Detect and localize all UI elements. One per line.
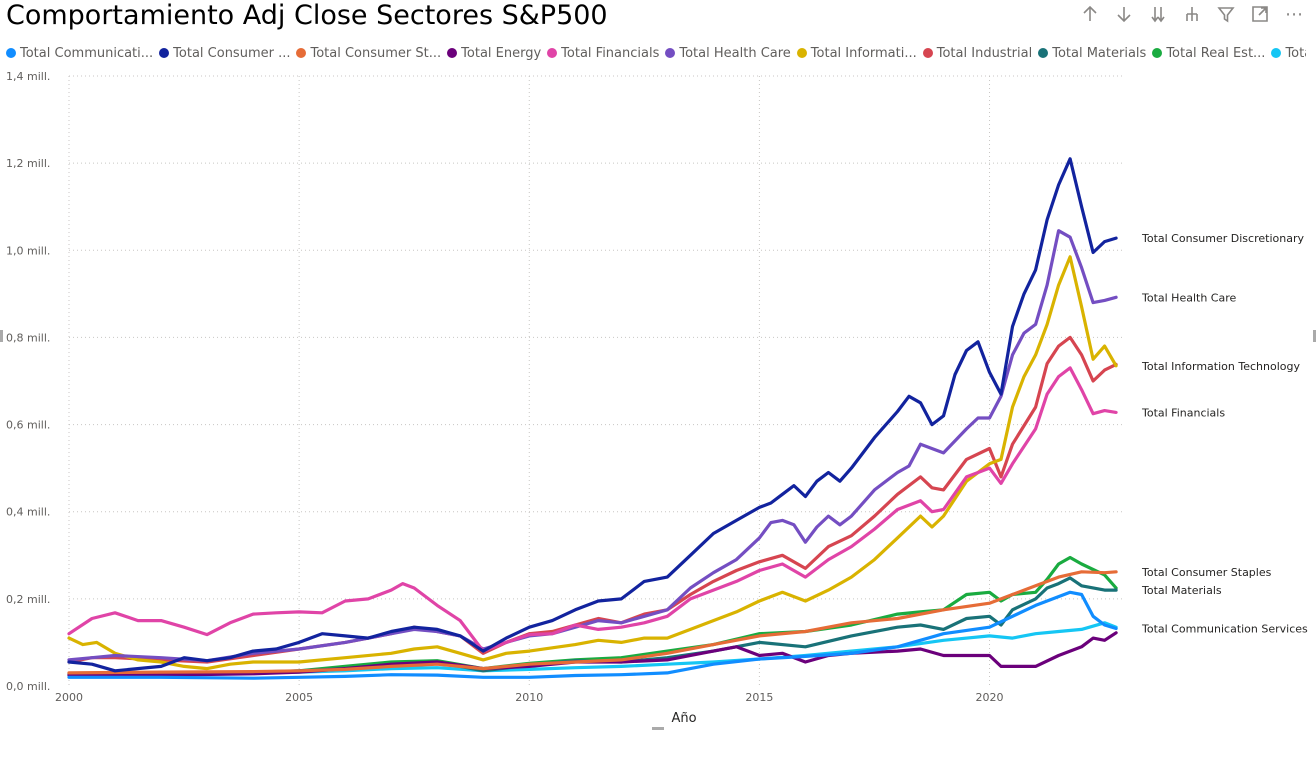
x-tick-label: 2020: [976, 691, 1004, 704]
series-end-label: Total Materials: [1141, 584, 1222, 597]
legend-marker: [296, 48, 307, 58]
series-line[interactable]: [67, 590, 1118, 680]
more-options-icon[interactable]: ⋯: [1285, 3, 1303, 25]
y-tick-label: 0,6 mill.: [6, 419, 50, 432]
y-tick-label: 1,2 mill.: [6, 157, 50, 170]
legend-label: Total Energy: [461, 45, 542, 61]
series-line[interactable]: [67, 366, 1118, 653]
resize-handle-left[interactable]: [0, 330, 3, 342]
legend-item[interactable]: Total Industrial: [922, 44, 1033, 62]
legend-label: Total Utilities: [1285, 45, 1306, 61]
y-tick-label: 0,4 mill.: [6, 506, 50, 519]
expand-hierarchy-icon[interactable]: [1180, 2, 1204, 26]
legend-item[interactable]: Total Communicati...: [6, 44, 153, 62]
double-arrow-down-icon[interactable]: [1146, 2, 1170, 26]
legend-item[interactable]: Total Materials: [1038, 44, 1146, 62]
y-tick-label: 1,0 mill.: [6, 244, 50, 257]
x-tick-label: 2005: [285, 691, 313, 704]
legend-label: Total Informati...: [810, 45, 917, 61]
legend-marker: [796, 48, 807, 58]
y-tick-label: 1,4 mill.: [6, 70, 50, 83]
legend-item[interactable]: Total Consumer ...: [159, 44, 290, 62]
series-end-label: Total Health Care: [1141, 291, 1237, 304]
end-labels: Total Consumer Discretionary Total Health…: [1141, 232, 1308, 635]
legend-label: Total Real Est...: [1166, 45, 1266, 61]
series-end-label: Total Financials: [1141, 406, 1225, 419]
y-axis: 0,0 mill. 0,2 mill. 0,4 mill. 0,6 mill. 0,8 …: [6, 70, 50, 693]
legend-marker: [1271, 48, 1282, 58]
legend-marker: [447, 48, 458, 58]
series-line[interactable]: [67, 255, 1118, 671]
legend-label: Total Consumer ...: [173, 45, 291, 61]
legend-marker: [547, 48, 558, 58]
series-end-label: Total Consumer Staples: [1141, 566, 1272, 579]
x-axis: 2000 2005 2010 2015 2020: [55, 691, 1004, 704]
legend-marker: [922, 48, 933, 58]
series-line[interactable]: [67, 157, 1118, 673]
legend-marker: [665, 48, 676, 58]
arrow-up-icon[interactable]: [1078, 2, 1102, 26]
arrow-down-icon[interactable]: [1112, 2, 1136, 26]
x-tick-label: 2010: [515, 691, 543, 704]
legend-label: Total Materials: [1052, 45, 1147, 61]
legend-item[interactable]: Total Consumer St...: [296, 44, 441, 62]
legend-label: Total Industrial: [936, 45, 1033, 61]
chart-legend: Total Communicati... Total Consumer ... To…: [6, 44, 1306, 62]
legend-item[interactable]: Total Energy: [447, 44, 541, 62]
legend-marker: [159, 48, 170, 58]
series-end-label: Total Communication Services: [1141, 622, 1308, 635]
x-axis-title: Año: [671, 711, 696, 726]
legend-item[interactable]: Total Financials: [547, 44, 659, 62]
chart-title: Comportamiento Adj Close Sectores S&P500: [6, 0, 608, 31]
legend-label: Total Communicati...: [20, 45, 154, 61]
x-tick-label: 2000: [55, 691, 83, 704]
series-line[interactable]: [67, 631, 1118, 677]
legend-label: Total Financials: [561, 45, 660, 61]
series-lines: [67, 157, 1118, 680]
y-tick-label: 0,0 mill.: [6, 680, 50, 693]
legend-item[interactable]: Total Real Est...: [1152, 44, 1265, 62]
legend-marker: [1152, 48, 1163, 58]
focus-mode-icon[interactable]: [1248, 2, 1272, 26]
y-tick-label: 0,2 mill.: [6, 593, 50, 606]
resize-handle-bottom[interactable]: [652, 727, 664, 730]
resize-handle-right[interactable]: [1313, 330, 1316, 342]
legend-marker: [6, 48, 16, 58]
legend-item[interactable]: Total Utilities: [1271, 44, 1306, 62]
legend-marker: [1038, 48, 1049, 58]
legend-label: Total Health Care: [679, 45, 791, 61]
gridlines: [68, 75, 1123, 686]
filter-icon[interactable]: [1214, 2, 1238, 26]
x-tick-label: 2015: [745, 691, 773, 704]
series-end-label: Total Consumer Discretionary: [1141, 232, 1304, 245]
series-line[interactable]: [67, 229, 1118, 663]
series-line[interactable]: [67, 570, 1118, 675]
series-line[interactable]: [67, 335, 1118, 664]
legend-item[interactable]: Total Informati...: [796, 44, 917, 62]
y-tick-label: 0,8 mill.: [6, 331, 50, 344]
legend-item[interactable]: Total Health Care: [665, 44, 791, 62]
visual-header-toolbar: ⋯: [1078, 2, 1306, 26]
legend-label: Total Consumer St...: [310, 45, 442, 61]
series-end-label: Total Information Technology: [1141, 360, 1300, 373]
